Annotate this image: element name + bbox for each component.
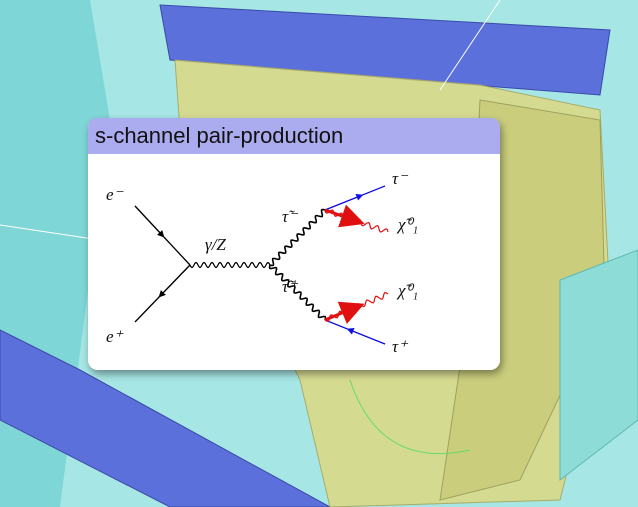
page: s-channel pair-production e⁻ e⁺ γ/Z τ̃⁻ … [0, 0, 638, 507]
label: χ̃⁰₁ [396, 281, 418, 300]
box-body [88, 118, 500, 370]
label: e⁻ [106, 185, 125, 204]
box-title: s-channel pair-production [95, 123, 343, 148]
label: τ̃⁺ [282, 277, 299, 296]
label: τ̃⁻ [282, 207, 299, 226]
label: τ⁺ [392, 337, 409, 356]
screenshot: s-channel pair-production e⁻ e⁺ γ/Z τ̃⁻ … [0, 0, 638, 507]
label: γ/Z [205, 235, 226, 254]
label: χ̃⁰₁ [396, 215, 418, 234]
label: e⁺ [106, 327, 125, 346]
slide-box [88, 118, 500, 370]
label: τ⁻ [392, 169, 409, 188]
